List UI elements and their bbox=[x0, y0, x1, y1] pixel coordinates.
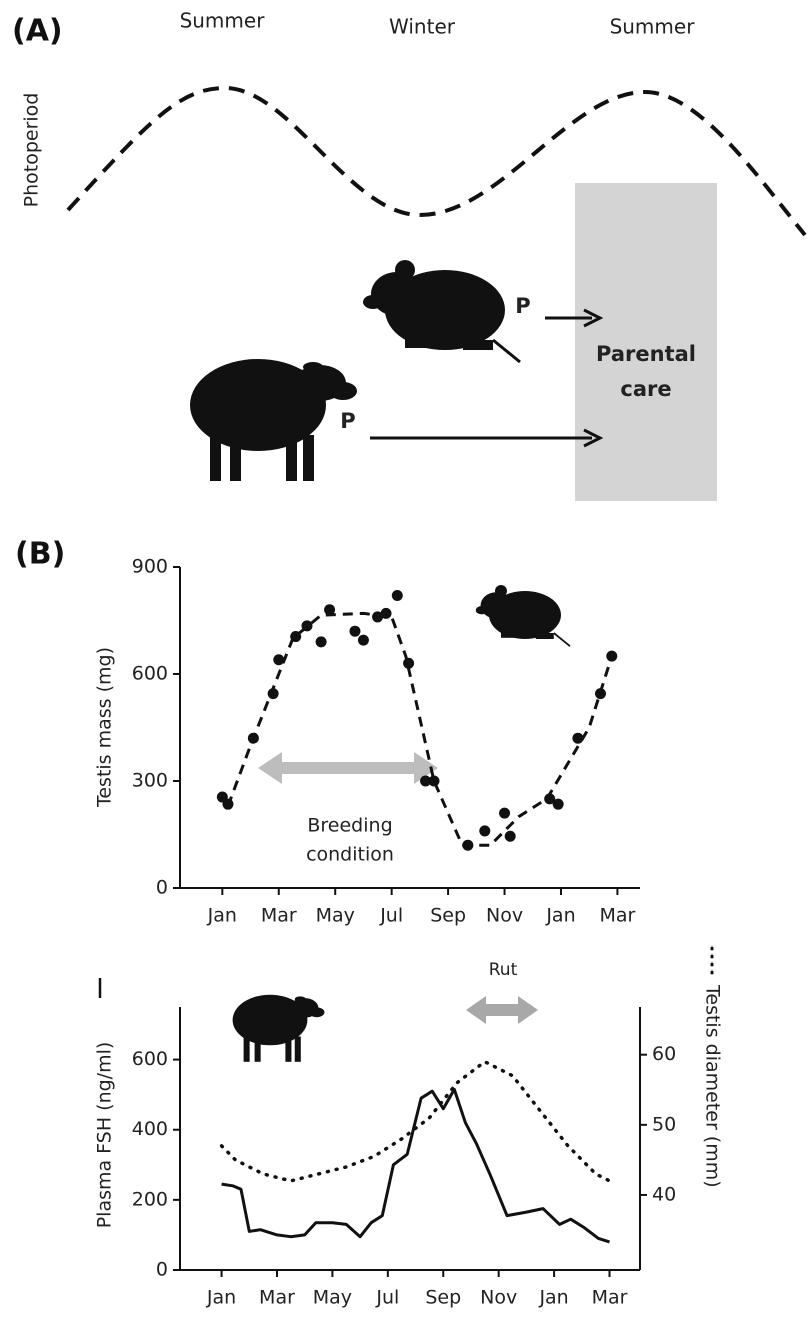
y-tick-label: 600 bbox=[132, 663, 168, 685]
data-point bbox=[428, 775, 440, 787]
box-label: Parental bbox=[596, 342, 696, 366]
arrow bbox=[545, 308, 604, 328]
parental-care-box bbox=[575, 183, 717, 501]
data-point bbox=[391, 590, 403, 602]
panel-label: (B) bbox=[15, 537, 65, 572]
x-tick-label: Sep bbox=[430, 905, 466, 927]
data-point bbox=[267, 688, 279, 700]
y-axis-label: Plasma FSH (ng/ml) bbox=[94, 1042, 116, 1229]
x-tick-label: May bbox=[313, 1287, 352, 1309]
marker-label: P bbox=[340, 409, 355, 433]
data-point bbox=[273, 654, 285, 666]
data-point bbox=[594, 688, 606, 700]
x-tick-label: Sep bbox=[425, 1287, 461, 1309]
x-tick-label: Jan bbox=[545, 905, 575, 927]
annotation: Rut bbox=[489, 960, 518, 980]
x-tick-label: Jan bbox=[538, 1287, 568, 1309]
x-tick-label: Jul bbox=[379, 905, 403, 927]
x-tick-label: Nov bbox=[480, 1287, 517, 1309]
x-tick-label: May bbox=[316, 905, 355, 927]
x-tick-label: Jul bbox=[375, 1287, 399, 1309]
x-tick-label: Jan bbox=[206, 1287, 236, 1309]
data-point bbox=[357, 634, 369, 646]
season-label: Summer bbox=[610, 15, 696, 39]
data-point bbox=[479, 825, 491, 837]
y2-axis-label: Testis diameter (mm) bbox=[702, 984, 724, 1188]
y2-tick-label: 50 bbox=[652, 1113, 676, 1135]
x-tick-label: Jan bbox=[207, 905, 237, 927]
data-point bbox=[420, 775, 432, 787]
data-point bbox=[315, 636, 327, 648]
y-tick-label: 300 bbox=[132, 770, 168, 792]
series-line bbox=[226, 611, 614, 847]
data-point bbox=[572, 732, 584, 744]
data-point bbox=[349, 625, 361, 637]
data-point bbox=[504, 830, 516, 842]
y-tick-label: 200 bbox=[132, 1188, 168, 1210]
y-tick-label: 600 bbox=[132, 1048, 168, 1070]
breeding-arrow bbox=[258, 752, 438, 784]
y-axis-label: Testis mass (mg) bbox=[94, 647, 116, 808]
marker-label: P bbox=[515, 294, 530, 318]
series-line bbox=[219, 1059, 612, 1183]
x-tick-label: Mar bbox=[599, 905, 635, 927]
photoperiod-curve bbox=[66, 85, 807, 237]
y-tick-label: 400 bbox=[132, 1118, 168, 1140]
data-point bbox=[403, 657, 415, 669]
series-line bbox=[221, 1087, 610, 1244]
y-tick-label: 0 bbox=[156, 1259, 168, 1281]
arrow bbox=[370, 428, 604, 448]
annotation: condition bbox=[306, 844, 394, 866]
rut-arrow bbox=[466, 996, 538, 1024]
hamster-icon bbox=[474, 584, 571, 648]
y-tick-label: 0 bbox=[156, 877, 168, 899]
y-tick-label: 900 bbox=[132, 556, 168, 578]
y2-tick-label: 60 bbox=[652, 1043, 676, 1065]
data-point bbox=[606, 650, 618, 662]
season-label: Summer bbox=[180, 9, 266, 33]
x-tick-label: Mar bbox=[592, 1287, 628, 1309]
annotation: Breeding bbox=[307, 815, 392, 837]
sheep-icon bbox=[232, 994, 325, 1062]
sheep-icon bbox=[190, 359, 357, 481]
y2-tick-label: 40 bbox=[652, 1183, 676, 1205]
data-point bbox=[324, 604, 336, 616]
x-tick-label: Mar bbox=[259, 1287, 295, 1309]
y-axis-label: Photoperiod bbox=[21, 93, 43, 208]
box-label: care bbox=[620, 377, 671, 401]
season-label: Winter bbox=[389, 15, 456, 39]
data-point bbox=[499, 807, 511, 819]
x-tick-label: Nov bbox=[486, 905, 523, 927]
data-point bbox=[552, 798, 564, 810]
hamster-icon bbox=[361, 258, 522, 364]
panel-label: (A) bbox=[12, 14, 63, 49]
x-tick-label: Mar bbox=[261, 905, 297, 927]
